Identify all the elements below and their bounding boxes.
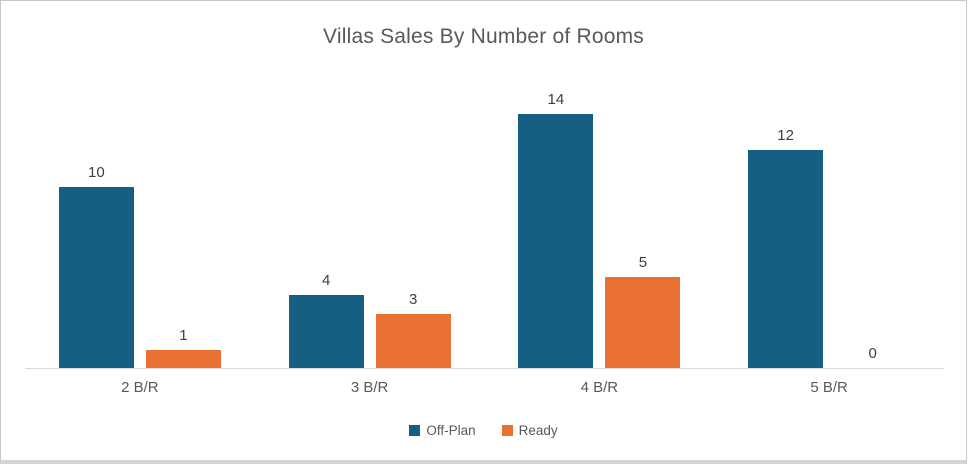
bar-ready-3-b-r bbox=[375, 314, 451, 368]
data-label-ready-3-b-r: 3 bbox=[408, 291, 418, 308]
data-label-off-plan-4-b-r: 14 bbox=[547, 91, 565, 108]
bar-item-ready-2-b-r: 1 bbox=[145, 327, 221, 368]
data-label-off-plan-2-b-r: 10 bbox=[88, 164, 105, 181]
bar-group-4-b-r: 14 5 bbox=[485, 69, 715, 368]
bar-off-plan-4-b-r bbox=[518, 114, 594, 368]
category-label-4-b-r: 4 B/R bbox=[580, 379, 619, 396]
data-label-off-plan-5-b-r: 12 bbox=[777, 127, 794, 144]
bar-item-off-plan-4-b-r: 14 bbox=[518, 91, 594, 368]
bar-item-off-plan-2-b-r: 10 bbox=[58, 164, 134, 368]
bar-group-5-b-r: 12 0 bbox=[714, 69, 944, 368]
legend-item-ready: Ready bbox=[501, 423, 558, 438]
category-label-2-b-r: 2 B/R bbox=[121, 379, 159, 396]
bar-off-plan-3-b-r bbox=[288, 295, 364, 368]
data-label-ready-2-b-r: 1 bbox=[179, 327, 188, 344]
legend-swatch-off-plan bbox=[409, 425, 421, 436]
data-label-ready-4-b-r: 5 bbox=[638, 254, 648, 271]
bar-ready-2-b-r bbox=[145, 350, 221, 368]
legend: Off-Plan Ready bbox=[1, 423, 966, 438]
data-label-off-plan-3-b-r: 4 bbox=[321, 272, 331, 289]
bar-item-ready-5-b-r: 0 bbox=[835, 345, 910, 368]
bar-off-plan-2-b-r bbox=[58, 187, 134, 368]
bar-ready-4-b-r bbox=[605, 277, 681, 368]
category-label-5-b-r: 5 B/R bbox=[810, 379, 848, 396]
bar-item-ready-4-b-r: 5 bbox=[605, 254, 681, 368]
category-label-3-b-r: 3 B/R bbox=[350, 379, 389, 396]
bar-group-2-b-r: 10 1 bbox=[25, 69, 255, 368]
data-label-ready-5-b-r: 0 bbox=[868, 345, 877, 362]
x-axis-labels: 2 B/R 3 B/R 4 B/R 5 B/R bbox=[25, 379, 944, 396]
plot-area: 10 1 4 3 14 5 12 0 bbox=[25, 69, 944, 369]
bar-item-off-plan-5-b-r: 12 bbox=[748, 127, 824, 368]
legend-item-off-plan: Off-Plan bbox=[409, 423, 476, 438]
legend-swatch-ready bbox=[501, 425, 513, 436]
bar-item-ready-3-b-r: 3 bbox=[375, 291, 451, 368]
chart-title: Villas Sales By Number of Rooms bbox=[323, 25, 644, 48]
legend-label-ready: Ready bbox=[518, 423, 558, 438]
bar-off-plan-5-b-r bbox=[748, 150, 824, 368]
bar-item-off-plan-3-b-r: 4 bbox=[288, 272, 364, 368]
legend-label-off-plan: Off-Plan bbox=[426, 423, 476, 438]
